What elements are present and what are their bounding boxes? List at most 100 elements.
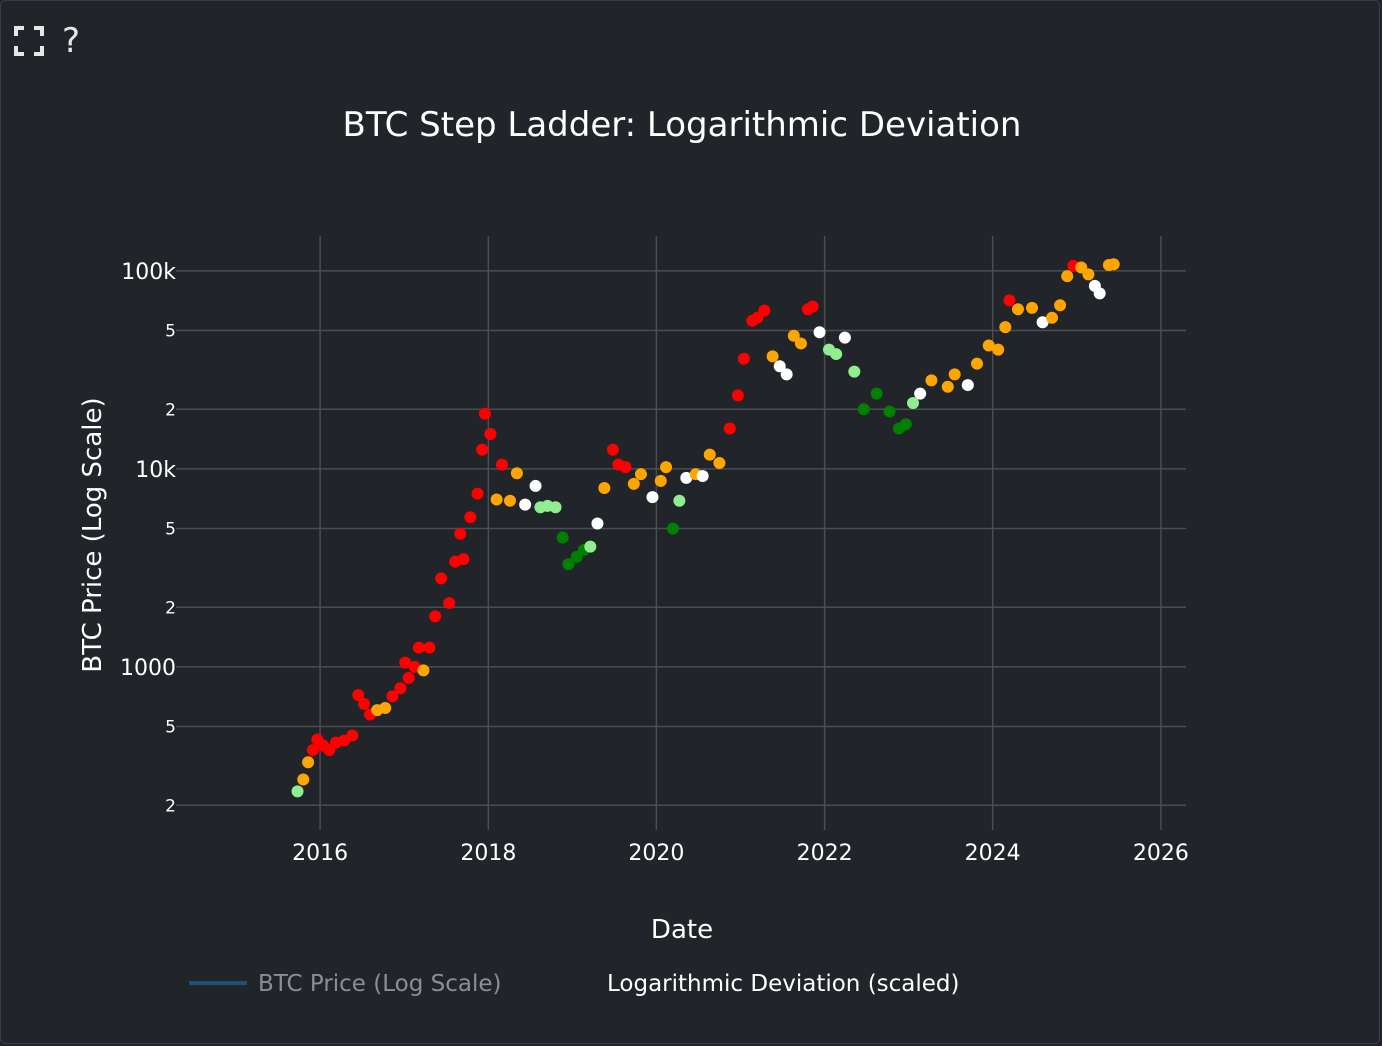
data-point xyxy=(402,671,415,684)
y-minor-tick-label: 5 xyxy=(165,717,176,737)
data-point xyxy=(412,641,425,654)
data-point xyxy=(598,482,611,495)
data-point xyxy=(1093,287,1106,300)
chart-title: BTC Step Ladder: Logarithmic Deviation xyxy=(343,105,1022,145)
data-point xyxy=(346,729,359,742)
data-point xyxy=(562,558,575,571)
data-point xyxy=(606,443,619,456)
data-point xyxy=(666,522,679,535)
data-point xyxy=(737,352,750,365)
data-point xyxy=(838,331,851,344)
data-point xyxy=(773,360,786,373)
data-point xyxy=(457,553,470,566)
data-point xyxy=(464,511,477,524)
data-point xyxy=(830,348,843,361)
data-point xyxy=(306,744,319,757)
y-minor-tick-label: 2 xyxy=(165,598,176,618)
legend-label-btc-price: BTC Price (Log Scale) xyxy=(258,971,502,997)
data-point xyxy=(1107,258,1120,271)
data-point xyxy=(1026,301,1039,314)
data-point xyxy=(454,527,467,540)
x-tick-label: 2018 xyxy=(460,841,516,866)
data-point xyxy=(386,690,399,703)
x-tick-label: 2022 xyxy=(797,841,853,866)
y-minor-tick-label: 2 xyxy=(165,400,176,420)
data-point xyxy=(495,458,508,471)
data-point xyxy=(556,531,569,544)
data-point xyxy=(731,389,744,402)
data-point xyxy=(713,457,726,470)
data-point xyxy=(673,494,686,507)
data-point xyxy=(549,501,562,514)
chart-toolbar: ? xyxy=(14,24,80,58)
help-button[interactable]: ? xyxy=(62,21,81,61)
data-point xyxy=(907,397,920,410)
data-point xyxy=(794,337,807,350)
x-tick-label: 2024 xyxy=(965,841,1021,866)
data-point xyxy=(999,321,1012,334)
data-point xyxy=(417,664,430,677)
data-point xyxy=(302,756,315,769)
data-point xyxy=(399,656,412,669)
axis-labels: 2016 2018 2020 2022 2024 2026 1000 10k 100k 2 5 2 5 2… xyxy=(120,260,1189,866)
data-point xyxy=(696,470,709,483)
data-point xyxy=(941,380,954,393)
data-point xyxy=(429,610,442,623)
data-point xyxy=(484,428,497,440)
y-minor-tick-label: 5 xyxy=(165,519,176,539)
data-point xyxy=(857,403,870,416)
data-point xyxy=(848,365,861,378)
y-tick-label: 1000 xyxy=(120,656,176,681)
data-point xyxy=(982,339,995,352)
y-minor-tick-label: 5 xyxy=(165,321,176,341)
data-point xyxy=(379,701,392,714)
data-point xyxy=(423,641,436,654)
fullscreen-icon[interactable] xyxy=(14,26,44,56)
data-point xyxy=(758,304,771,317)
data-point xyxy=(490,493,503,506)
legend-item-log-deviation[interactable]: Logarithmic Deviation (scaled) xyxy=(607,971,960,997)
legend: BTC Price (Log Scale) Logarithmic Deviat… xyxy=(189,971,960,997)
grid xyxy=(176,236,1186,830)
data-point xyxy=(394,682,407,695)
data-point xyxy=(646,491,659,504)
data-point xyxy=(478,407,491,420)
data-point xyxy=(634,468,647,481)
data-point xyxy=(1036,316,1049,329)
y-minor-tick-label: 2 xyxy=(165,796,176,816)
data-point xyxy=(883,405,896,418)
y-axis-title: BTC Price (Log Scale) xyxy=(78,397,108,672)
x-tick-label: 2026 xyxy=(1133,841,1189,866)
data-point xyxy=(660,461,673,474)
data-point xyxy=(358,697,371,710)
x-axis-title: Date xyxy=(651,915,713,945)
data-point xyxy=(680,471,693,484)
data-point xyxy=(723,422,736,435)
data-point xyxy=(1003,294,1016,307)
x-tick-label: 2020 xyxy=(628,841,684,866)
data-point xyxy=(806,300,819,313)
data-point xyxy=(899,418,912,431)
data-point xyxy=(1046,311,1059,324)
data-point xyxy=(471,487,484,500)
data-point xyxy=(766,350,779,363)
data-point xyxy=(992,343,1005,356)
data-point xyxy=(948,368,961,381)
legend-item-btc-price[interactable]: BTC Price (Log Scale) xyxy=(189,971,502,997)
data-point xyxy=(787,329,800,342)
data-point xyxy=(519,498,532,511)
data-point xyxy=(297,773,310,786)
data-point xyxy=(503,494,516,507)
legend-label-log-deviation: Logarithmic Deviation (scaled) xyxy=(607,971,960,997)
y-tick-label: 100k xyxy=(121,260,176,285)
data-point xyxy=(813,326,826,339)
data-point xyxy=(619,461,632,474)
data-point xyxy=(971,357,984,370)
data-point xyxy=(1082,268,1095,281)
data-point xyxy=(476,443,489,456)
data-point xyxy=(870,387,883,400)
data-point xyxy=(703,448,716,461)
y-tick-label: 10k xyxy=(135,458,176,483)
